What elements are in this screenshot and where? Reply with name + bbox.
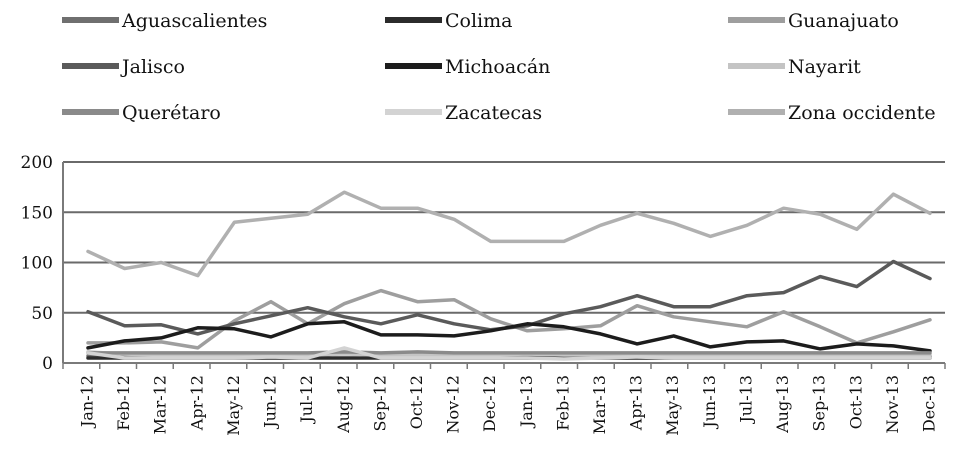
x-tick-label: Oct-13 [846,375,865,429]
legend-label: Zacatecas [445,102,542,124]
legend-item-jalisco: Jalisco [62,56,185,78]
x-tick-label: Jan-12 [78,375,97,429]
y-tick-label: 200 [21,153,53,173]
x-tick-label: Apr-12 [187,375,206,431]
y-tick-label: 150 [21,203,53,223]
legend-label: Nayarit [788,56,861,78]
x-tick-label: Dec-13 [920,375,939,432]
legend-label: Aguascalientes [121,10,267,32]
x-tick-label: Apr-13 [627,375,646,431]
series-line-guanajuato [86,288,932,350]
legend-item-zacatecas: Zacatecas [385,102,542,124]
x-tick-label: Sep-13 [810,375,829,431]
x-tick-label: Aug-13 [773,375,792,434]
x-tick-label: Jun-13 [700,375,719,430]
legend-item-guanajuato: Guanajuato [728,10,899,32]
legend-label: Zona occidente [788,102,936,124]
x-tick-label: Oct-12 [407,375,426,429]
x-tick-label: Jul-12 [297,375,316,425]
x-tick-label: Aug-12 [334,375,353,434]
series-line-zona-occidente [86,190,932,278]
chart-axes [62,162,946,369]
legend-item-aguascalientes: Aguascalientes [62,10,267,32]
legend-label: Guanajuato [788,10,899,32]
x-tick-label: Mar-13 [590,375,609,434]
legend-label: Jalisco [120,56,185,78]
y-tick-label: 0 [42,354,53,374]
y-axis-ticks: 0 50 100 150 200 [21,153,53,374]
legend-item-zona-occidente: Zona occidente [728,102,936,124]
chart-series [86,190,932,361]
x-tick-label: Jul-13 [736,375,755,425]
x-tick-label: Feb-12 [114,375,133,431]
legend-label: Querétaro [122,102,221,124]
x-tick-label: Jan-13 [517,375,536,429]
series-line-queretaro [86,350,932,355]
series-line-michoacan [86,320,932,353]
chart-gridlines [63,161,945,314]
legend-item-colima: Colima [385,10,512,32]
x-tick-label: Sep-12 [370,375,389,431]
x-tick-label: May-12 [224,375,243,436]
legend-label: Michoacán [445,56,550,78]
x-tick-label: Jun-12 [261,375,280,430]
x-tick-label: Feb-13 [553,375,572,431]
x-axis-ticks: Jan-12 Feb-12 Mar-12 Apr-12 May-12 Jun-12 Jul-… [78,375,939,436]
x-tick-label: Mar-12 [151,375,170,434]
x-tick-label: Nov-13 [883,375,902,433]
x-tick-label: Nov-12 [444,375,463,433]
x-tick-label: May-13 [663,375,682,436]
legend-item-michoacan: Michoacán [385,56,550,78]
x-tick-label: Dec-12 [480,375,499,432]
legend-item-queretaro: Querétaro [62,102,221,124]
y-tick-label: 50 [31,304,53,324]
series-line-zacatecas [86,346,932,361]
legend-label: Colima [445,10,512,32]
chart-legend: Aguascalientes Colima Guanajuato Jalisco Mic… [62,10,936,124]
y-tick-label: 100 [21,254,53,274]
legend-item-nayarit: Nayarit [728,56,861,78]
